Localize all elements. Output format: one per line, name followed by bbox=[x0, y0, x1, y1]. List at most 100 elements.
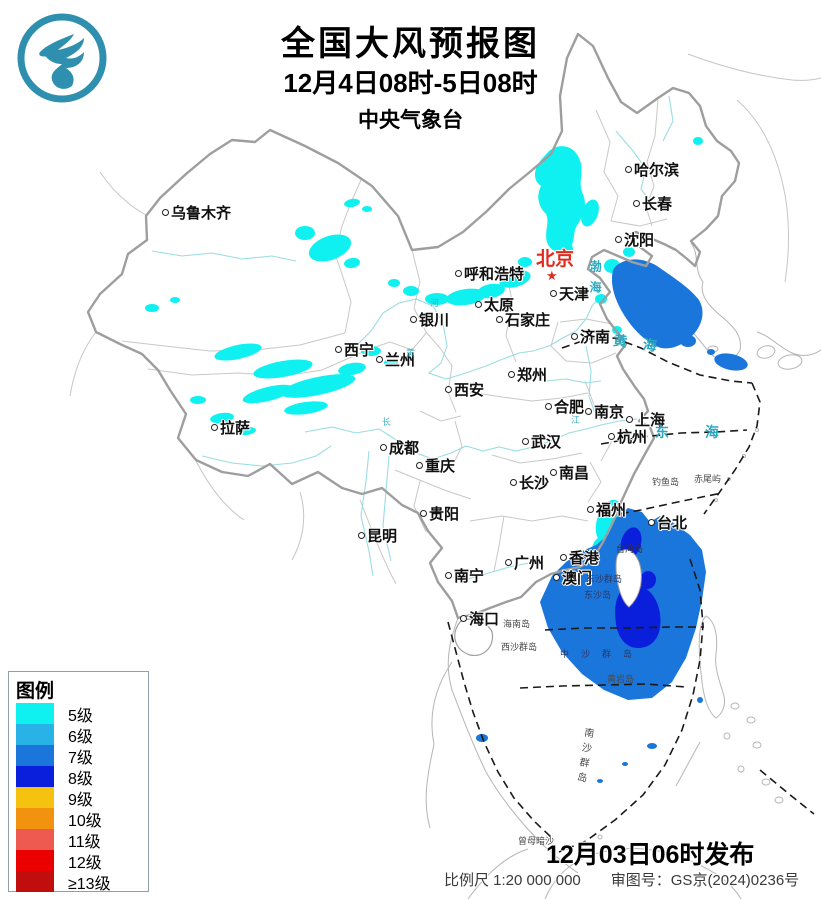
city-dot bbox=[625, 166, 632, 173]
city-label: 天津 bbox=[550, 287, 589, 302]
city-label: 上海 bbox=[626, 413, 665, 428]
city-label: 南宁 bbox=[445, 569, 484, 584]
city-label: 石家庄 bbox=[496, 313, 550, 328]
city-dot bbox=[587, 506, 594, 513]
river-label: 黄 bbox=[406, 348, 416, 358]
island-label-zengmu-ansha: 曾母暗沙 bbox=[518, 836, 555, 846]
capital-star-icon: ★ bbox=[546, 268, 558, 283]
hainan-island bbox=[454, 618, 494, 657]
city-label: 成都 bbox=[380, 441, 419, 456]
city-label: 海口 bbox=[460, 612, 499, 627]
city-dot bbox=[508, 371, 515, 378]
sea-label-bohai: 渤海 bbox=[588, 260, 602, 302]
city-dot bbox=[445, 386, 452, 393]
korea-japan-outlines bbox=[425, 242, 821, 899]
map-meta: 比例尺 1:20 000 000 审图号：GS京(2024)0236号 bbox=[444, 869, 799, 890]
legend-row: 10级 bbox=[16, 808, 111, 830]
sea-label-east-china-sea: 东海 bbox=[655, 424, 755, 440]
legend-swatch bbox=[16, 808, 54, 829]
city-label: 昆明 bbox=[358, 529, 397, 544]
city-dot bbox=[445, 572, 452, 579]
legend-rows: 5级 6级 7级 8级 9级 10级 11级 12级 ≥13级 bbox=[16, 703, 111, 893]
legend-row: 5级 bbox=[16, 703, 111, 725]
island-label-dongsha: 东沙岛 bbox=[584, 590, 612, 600]
city-dot bbox=[460, 615, 467, 622]
agency-name: 中央气象台 bbox=[358, 109, 463, 132]
city-dot bbox=[475, 301, 482, 308]
china-national-border bbox=[86, 32, 741, 620]
legend-swatch bbox=[16, 766, 54, 787]
city-label: 澳门 bbox=[553, 571, 592, 586]
legend-title: 图例 bbox=[16, 681, 55, 702]
city-label: 郑州 bbox=[508, 368, 547, 383]
legend-row: ≥13级 bbox=[16, 871, 111, 893]
island-label-taiwan: 台湾岛 bbox=[616, 544, 644, 554]
legend-box: 图例 5级 6级 7级 8级 9级 10级 11级 12级 ≥13级 bbox=[8, 671, 149, 893]
island-label-diaoyu: 钓鱼岛 bbox=[652, 477, 680, 487]
city-label: 台北 bbox=[648, 516, 687, 531]
city-dot bbox=[560, 554, 567, 561]
city-dot bbox=[496, 316, 503, 323]
city-label: 济南 bbox=[571, 330, 610, 345]
valid-period: 12月4日08时-5日08时 bbox=[283, 68, 538, 98]
city-dot bbox=[550, 290, 557, 297]
city-dot bbox=[505, 559, 512, 566]
legend-swatch bbox=[16, 850, 54, 871]
river-label: 江 bbox=[571, 415, 581, 425]
rivers bbox=[151, 95, 674, 580]
island-label-huangyan: 黄岩岛 bbox=[607, 674, 635, 684]
legend-row: 6级 bbox=[16, 724, 111, 746]
city-label: 乌鲁木齐 bbox=[162, 206, 231, 221]
city-dot bbox=[376, 356, 383, 363]
legend-row: 11级 bbox=[16, 829, 111, 851]
city-dot bbox=[585, 408, 592, 415]
city-label: 西宁 bbox=[335, 343, 374, 358]
capital-label: 北京 ★ bbox=[536, 250, 574, 282]
cma-dragon-logo-icon bbox=[17, 13, 107, 103]
city-dot bbox=[553, 574, 560, 581]
legend-swatch bbox=[16, 787, 54, 808]
maritime-dashed-lines bbox=[447, 337, 815, 853]
city-dot bbox=[550, 469, 557, 476]
city-label: 沈阳 bbox=[615, 233, 654, 248]
city-dot bbox=[211, 424, 218, 431]
city-dot bbox=[633, 200, 640, 207]
legend-row: 8级 bbox=[16, 766, 111, 788]
island-label-hainan: 海南岛 bbox=[503, 619, 531, 629]
wind-area-level5 bbox=[145, 137, 703, 586]
legend-swatch bbox=[16, 745, 54, 766]
city-dot bbox=[335, 346, 342, 353]
city-label: 合肥 bbox=[545, 400, 584, 415]
city-label: 武汉 bbox=[522, 435, 561, 450]
neighbor-outlines bbox=[69, 53, 821, 585]
city-label: 兰州 bbox=[376, 353, 415, 368]
city-label: 香港 bbox=[560, 551, 599, 566]
taiwan-island bbox=[615, 549, 642, 608]
legend-swatch bbox=[16, 829, 54, 850]
city-dot bbox=[510, 479, 517, 486]
city-label: 呼和浩特 bbox=[455, 267, 524, 282]
city-dot bbox=[608, 433, 615, 440]
city-dot bbox=[410, 316, 417, 323]
legend-swatch bbox=[16, 871, 54, 892]
city-label: 太原 bbox=[475, 298, 514, 313]
map-approval-number: 审图号：GS京(2024)0236号 bbox=[610, 872, 800, 889]
city-label: 重庆 bbox=[416, 459, 455, 474]
city-dot bbox=[545, 403, 552, 410]
city-dot bbox=[615, 236, 622, 243]
city-label: 银川 bbox=[410, 313, 449, 328]
city-label: 长春 bbox=[633, 197, 672, 212]
city-label: 杭州 bbox=[608, 430, 647, 445]
river-label: 长 bbox=[382, 417, 392, 427]
legend-swatch bbox=[16, 703, 54, 724]
page-title: 全国大风预报图 bbox=[281, 25, 540, 63]
city-dot bbox=[648, 519, 655, 526]
city-dot bbox=[380, 444, 387, 451]
legend-swatch bbox=[16, 724, 54, 745]
legend-row: 7级 bbox=[16, 745, 111, 767]
island-label-dongsha-islands: 东沙群岛 bbox=[586, 574, 623, 584]
city-label: 福州 bbox=[587, 503, 626, 518]
map-scale: 比例尺 1:20 000 000 bbox=[444, 872, 581, 889]
island-label-chiwei: 赤尾屿 bbox=[694, 474, 722, 484]
